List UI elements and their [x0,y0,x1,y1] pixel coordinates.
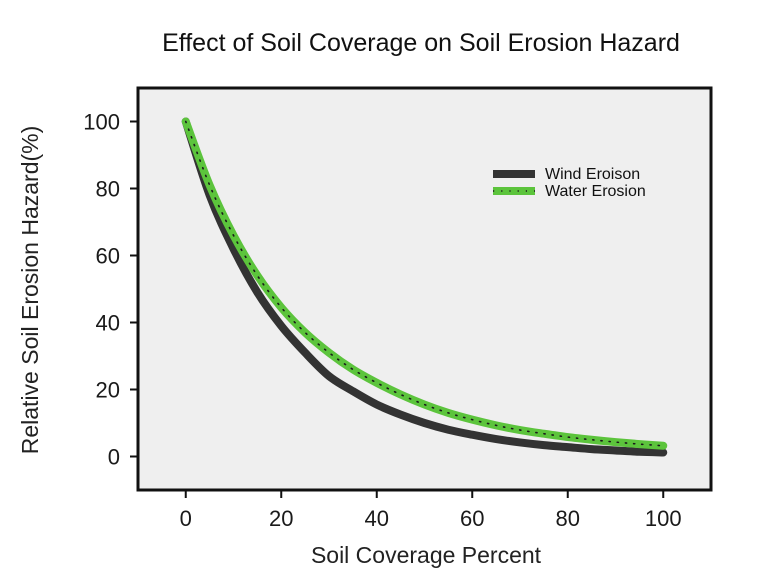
y-tick-label: 0 [108,445,120,470]
legend-label-water: Water Erosion [545,183,646,200]
x-tick-label: 0 [180,506,192,531]
y-axis-label: Relative Soil Erosion Hazard(%) [17,126,43,455]
x-tick-label: 80 [556,506,580,531]
y-tick-label: 40 [96,311,120,336]
x-tick-label: 20 [269,506,293,531]
plot-area [136,86,713,492]
legend: Wind Eroison Water Erosion [493,166,646,200]
series-line-wind-erosion [181,117,668,457]
y-tick-label: 100 [83,110,120,135]
y-tick-label: 60 [96,244,120,269]
y-axis-ticks: 0 20 40 60 80 100 [83,110,138,470]
legend-label-wind: Wind Eroison [545,166,640,183]
series-line-water-erosion-dots [184,120,665,447]
y-tick-label: 20 [96,378,120,403]
x-axis-label: Soil Coverage Percent [311,542,542,568]
x-tick-label: 60 [460,506,484,531]
series-layer [181,117,668,457]
x-axis-ticks: 0 20 40 60 80 100 [180,490,682,531]
x-tick-label: 100 [645,506,682,531]
x-tick-label: 40 [365,506,389,531]
chart-title: Effect of Soil Coverage on Soil Erosion … [162,29,680,57]
y-tick-label: 80 [96,177,120,202]
